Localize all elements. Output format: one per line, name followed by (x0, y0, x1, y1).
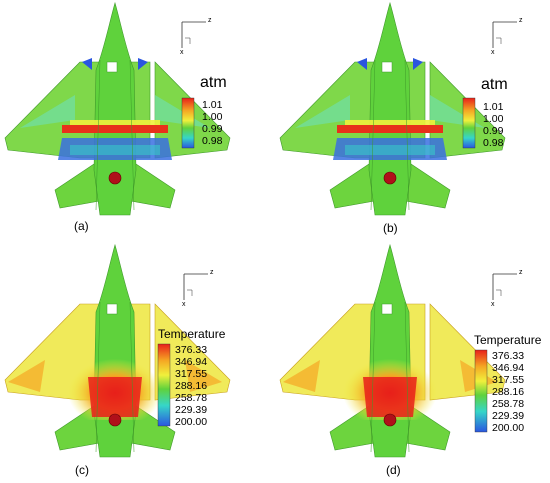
panel-caption: (c) (75, 463, 89, 477)
axis-label-z: z (210, 269, 214, 276)
axis-label-x: x (180, 49, 184, 56)
panel-a: z x atm 1.01 1.00 0.99 0.98 (a) (0, 0, 275, 241)
colorbar-title: Temperature (474, 333, 542, 347)
colorbar-tick: 200.00 (175, 416, 208, 428)
colorbar-tick: 1.00 (202, 111, 223, 123)
axis-triad (492, 273, 517, 300)
axis-label-z: z (519, 17, 523, 24)
colorbar-tick: 376.33 (492, 350, 525, 362)
axis-label-z: z (519, 269, 523, 276)
colorbar (181, 97, 195, 149)
colorbar-tick: 0.98 (483, 137, 504, 149)
axis-triad (183, 273, 208, 300)
axis-label-x: x (182, 301, 186, 308)
colorbar (157, 343, 171, 427)
colorbar-tick: 288.16 (492, 386, 525, 398)
panel-caption: (d) (386, 463, 401, 477)
jet-temperature-c (4, 243, 231, 458)
colorbar-tick: 0.99 (202, 123, 223, 135)
colorbar-tick: 258.78 (175, 392, 208, 404)
axis-triad (492, 21, 517, 48)
colorbar-tick: 317.55 (492, 374, 525, 386)
panel-caption: (b) (383, 221, 398, 235)
aircraft-model (4, 1, 231, 216)
colorbar-tick: 200.00 (492, 422, 525, 434)
aircraft-model (279, 243, 506, 458)
colorbar-tick: 229.39 (175, 404, 208, 416)
aircraft-model (4, 243, 231, 458)
colorbar-tick: 1.00 (483, 113, 504, 125)
colorbar (462, 97, 476, 149)
colorbar-tick: 0.98 (202, 135, 223, 147)
panel-b: z x atm 1.01 1.00 0.99 0.98 (b) (275, 0, 550, 241)
colorbar-tick: 288.16 (175, 380, 208, 392)
colorbar-tick: 229.39 (492, 410, 525, 422)
colorbar-tick: 317.55 (175, 368, 208, 380)
colorbar-tick: 258.78 (492, 398, 525, 410)
colorbar-tick: 0.99 (483, 125, 504, 137)
axis-label-x: x (491, 301, 495, 308)
aircraft-model (279, 1, 506, 216)
panel-d: z x Temperature 376.33 346.94 317.55 288… (275, 242, 550, 483)
colorbar-tick: 346.94 (175, 356, 208, 368)
panel-caption: (a) (74, 219, 89, 233)
axis-triad (181, 21, 206, 48)
panel-c: z x Temperature 376.33 346.94 317.55 288… (0, 242, 275, 483)
colorbar-title: atm (481, 76, 508, 93)
colorbar-tick: 346.94 (492, 362, 525, 374)
jet-pressure-b (279, 1, 517, 216)
axis-label-z: z (208, 17, 212, 24)
colorbar-tick: 376.33 (175, 344, 208, 356)
colorbar-tick: 1.01 (202, 99, 223, 111)
colorbar (474, 349, 488, 433)
colorbar-title: Temperature (158, 327, 226, 341)
colorbar-title: atm (200, 74, 227, 91)
colorbar-tick: 1.01 (483, 101, 504, 113)
jet-temperature-d (279, 243, 517, 458)
jet-pressure-a (4, 1, 231, 216)
axis-label-x: x (491, 49, 495, 56)
